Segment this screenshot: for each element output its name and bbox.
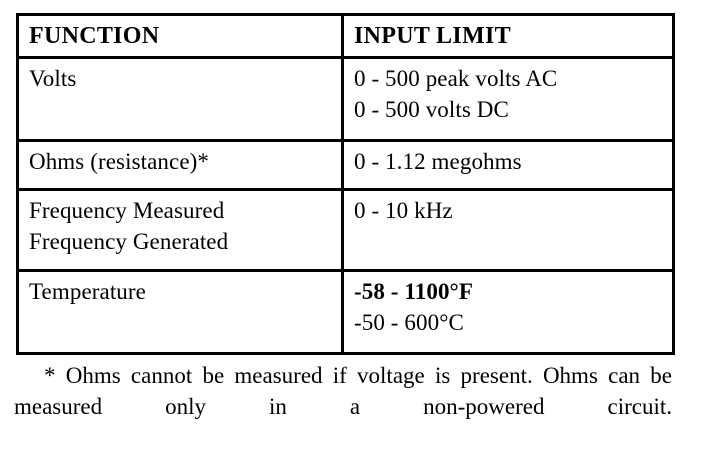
table-row: Ohms (resistance)* 0 - 1.12 megohms [16,139,675,191]
function-label-temperature: Temperature [29,279,146,304]
cell-function-volts: Volts [16,56,344,142]
input-limits-table: FUNCTION INPUT LIMIT Volts 0 - 500 peak … [16,13,675,355]
function-label-volts: Volts [29,66,77,91]
column-header-input-limit-label: INPUT LIMIT [354,23,511,49]
limit-line-temperature-c: -50 - 600°C [354,310,464,335]
function-label-frequency-measured: Frequency Measured [29,198,225,223]
column-header-function-label: FUNCTION [29,23,160,49]
table-row: Frequency Measured Frequency Generated 0… [16,188,675,272]
cell-function-ohms: Ohms (resistance)* [16,139,344,191]
cell-function-temperature: Temperature [16,269,344,355]
table-header-row: FUNCTION INPUT LIMIT [16,13,675,59]
limit-line-ohms: 0 - 1.12 megohms [354,149,522,174]
cell-function-frequency: Frequency Measured Frequency Generated [16,188,344,272]
table-row: Temperature -58 - 1100°F -50 - 600°C [16,269,675,355]
table-row: Volts 0 - 500 peak volts AC 0 - 500 volt… [16,56,675,142]
column-header-input-limit: INPUT LIMIT [341,13,675,59]
limit-line-volts-ac: 0 - 500 peak volts AC [354,66,558,91]
cell-limit-temperature: -58 - 1100°F -50 - 600°C [341,269,675,355]
cell-limit-volts: 0 - 500 peak volts AC 0 - 500 volts DC [341,56,675,142]
footnote-text: * Ohms cannot be measured if voltage is … [14,363,672,419]
limit-line-frequency: 0 - 10 kHz [354,198,453,223]
cell-limit-ohms: 0 - 1.12 megohms [341,139,675,191]
cell-limit-frequency: 0 - 10 kHz [341,188,675,272]
function-label-frequency-generated: Frequency Generated [29,229,229,254]
footnote-marker-asterisk: * [197,149,210,174]
limit-line-temperature-f: -58 - 1100°F [354,279,473,304]
column-header-function: FUNCTION [16,13,344,59]
limit-line-volts-dc: 0 - 500 volts DC [354,97,509,122]
function-label-ohms: Ohms (resistance) [29,149,198,174]
